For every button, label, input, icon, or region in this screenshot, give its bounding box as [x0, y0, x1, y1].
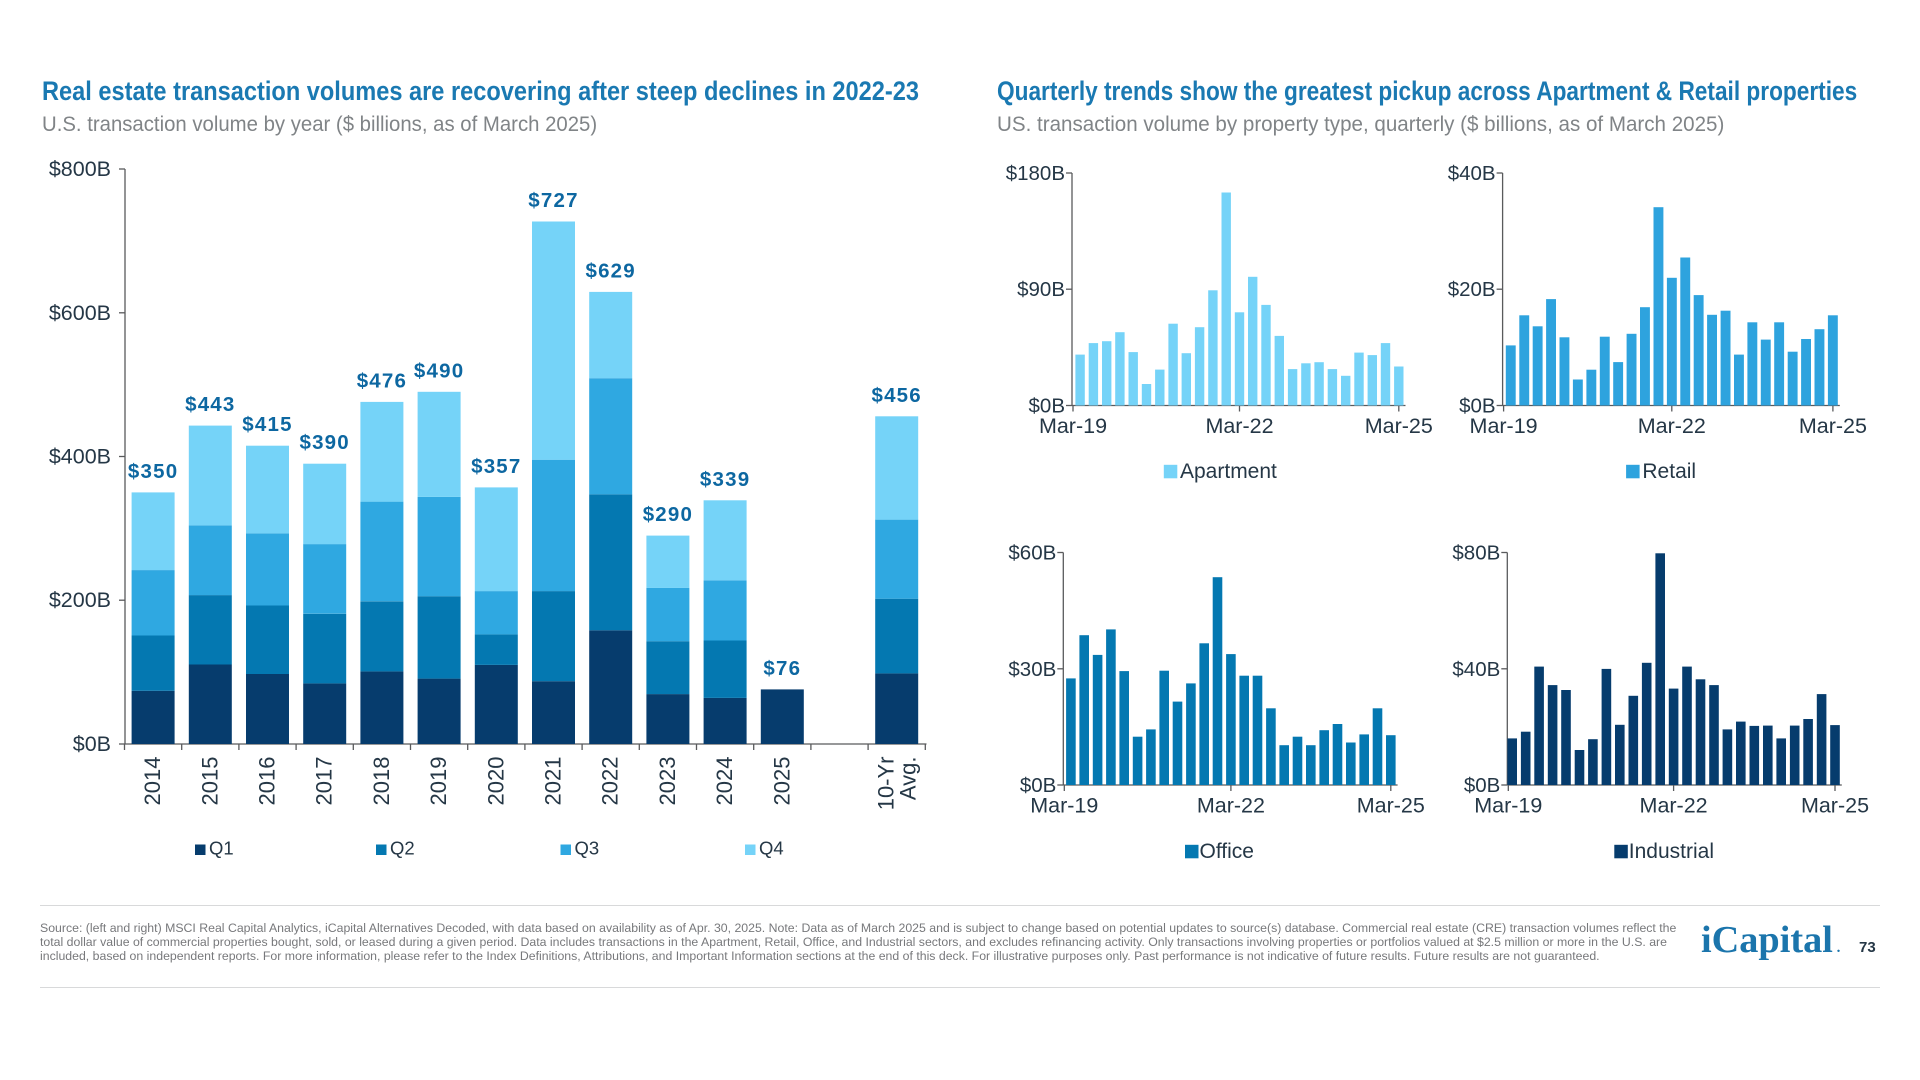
svg-text:Avg.: Avg.: [896, 757, 921, 801]
svg-text:2020: 2020: [483, 757, 508, 806]
svg-text:$629: $629: [585, 259, 635, 282]
svg-text:2017: 2017: [312, 757, 337, 806]
svg-text:$415: $415: [242, 413, 292, 436]
svg-text:$350: $350: [128, 460, 178, 483]
svg-text:$30B: $30B: [1008, 658, 1056, 681]
svg-text:$0B: $0B: [1020, 774, 1056, 797]
svg-text:$600B: $600B: [49, 301, 111, 325]
svg-text:$80B: $80B: [1452, 542, 1500, 565]
svg-text:$390: $390: [299, 431, 349, 454]
svg-text:Retail: Retail: [1642, 460, 1696, 483]
svg-text:2016: 2016: [255, 757, 280, 806]
svg-text:Mar-25: Mar-25: [1357, 794, 1425, 818]
svg-text:10-Yr: 10-Yr: [874, 757, 899, 811]
svg-text:$443: $443: [185, 393, 235, 416]
svg-text:$200B: $200B: [49, 588, 111, 612]
svg-text:2023: 2023: [655, 757, 680, 806]
svg-text:Q3: Q3: [575, 838, 600, 859]
svg-text:$180B: $180B: [1006, 162, 1065, 185]
svg-text:$40B: $40B: [1448, 162, 1496, 185]
svg-text:$490: $490: [414, 359, 464, 382]
svg-text:2021: 2021: [541, 757, 566, 806]
svg-text:$90B: $90B: [1017, 278, 1065, 301]
svg-text:$0B: $0B: [1464, 774, 1500, 797]
svg-text:$0B: $0B: [1029, 395, 1065, 418]
svg-text:Mar-19: Mar-19: [1470, 414, 1538, 438]
svg-text:Mar-22: Mar-22: [1197, 794, 1265, 818]
svg-text:Mar-25: Mar-25: [1799, 414, 1867, 438]
svg-text:2014: 2014: [140, 757, 165, 806]
svg-text:2025: 2025: [769, 757, 794, 806]
svg-text:$800B: $800B: [49, 157, 111, 181]
svg-text:$400B: $400B: [49, 445, 111, 469]
svg-text:Mar-25: Mar-25: [1365, 414, 1433, 438]
svg-text:Mar-22: Mar-22: [1205, 414, 1273, 438]
svg-text:$290: $290: [643, 503, 693, 526]
svg-text:Mar-22: Mar-22: [1638, 414, 1706, 438]
svg-text:2018: 2018: [369, 757, 394, 806]
svg-text:Mar-19: Mar-19: [1039, 414, 1107, 438]
svg-text:2015: 2015: [197, 757, 222, 806]
svg-text:$727: $727: [528, 189, 578, 212]
svg-text:Apartment: Apartment: [1180, 460, 1277, 483]
svg-text:Mar-19: Mar-19: [1030, 794, 1098, 818]
svg-text:$20B: $20B: [1448, 278, 1496, 301]
svg-text:Q2: Q2: [390, 838, 415, 859]
svg-text:Q4: Q4: [759, 838, 784, 859]
svg-text:Mar-22: Mar-22: [1640, 794, 1708, 818]
svg-text:2024: 2024: [712, 757, 737, 806]
svg-text:$76: $76: [763, 657, 801, 680]
svg-text:$357: $357: [471, 455, 521, 478]
svg-text:Office: Office: [1200, 840, 1254, 863]
svg-text:$456: $456: [871, 384, 921, 407]
svg-text:$0B: $0B: [73, 732, 111, 756]
svg-text:$0B: $0B: [1459, 395, 1495, 418]
svg-text:Q1: Q1: [209, 838, 234, 859]
svg-text:2019: 2019: [426, 757, 451, 806]
svg-text:$339: $339: [700, 468, 750, 491]
svg-text:$60B: $60B: [1008, 542, 1056, 565]
svg-text:$476: $476: [357, 369, 407, 392]
svg-text:2022: 2022: [598, 757, 623, 806]
svg-text:Industrial: Industrial: [1629, 840, 1714, 863]
svg-text:Mar-25: Mar-25: [1801, 794, 1869, 818]
svg-text:$40B: $40B: [1452, 658, 1500, 681]
svg-text:Mar-19: Mar-19: [1474, 794, 1542, 818]
